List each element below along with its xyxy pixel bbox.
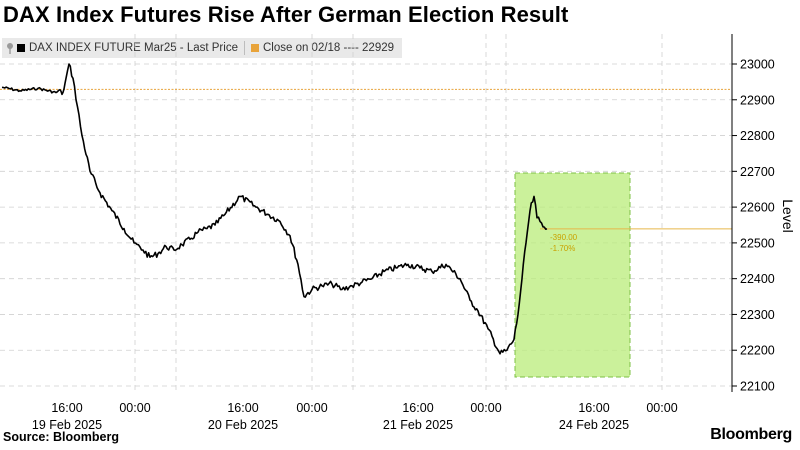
x-tick-label: 00:00 <box>646 401 677 415</box>
y-tick-label: 22100 <box>740 380 775 394</box>
x-tick-label: 00:00 <box>296 401 327 415</box>
legend-series-label: DAX INDEX FUTURE Mar25 - Last Price <box>29 42 238 54</box>
x-tick-label: 16:00 <box>402 401 433 415</box>
y-tick-label: 23000 <box>740 58 775 72</box>
y-axis-label: Level <box>780 199 796 232</box>
y-axis-ticks: 22100 22200 22300 22400 22500 22600 22700 22800… <box>732 58 775 394</box>
y-tick-label: 22800 <box>740 129 775 143</box>
chart-title: DAX Index Futures Rise After German Elec… <box>3 2 569 27</box>
legend-swatch-reference <box>250 44 259 52</box>
legend-swatch-series <box>17 44 25 52</box>
grid <box>0 34 732 392</box>
y-tick-label: 22200 <box>740 344 775 358</box>
x-tick-label: 16:00 <box>227 401 258 415</box>
series-line <box>1 63 548 355</box>
legend-item-reference: Close on 02/18 ---- 22929 <box>250 42 395 54</box>
pin-icon[interactable] <box>6 42 14 54</box>
annotation-change: -390.00 <box>550 233 578 242</box>
x-tick-date: 19 Feb 2025 <box>32 418 102 432</box>
bloomberg-logo: Bloomberg <box>710 426 792 443</box>
y-tick-label: 22300 <box>740 308 775 322</box>
x-axis-ticks: 16:00 19 Feb 2025 00:00 16:00 20 Feb 2025 00:… <box>32 401 678 432</box>
x-tick-date: 21 Feb 2025 <box>383 418 453 432</box>
y-tick-label: 22700 <box>740 165 775 179</box>
highlight-box <box>514 172 631 378</box>
legend-divider <box>243 41 245 55</box>
legend: DAX INDEX FUTURE Mar25 - Last Price Clos… <box>2 38 403 58</box>
y-tick-label: 22400 <box>740 272 775 286</box>
x-tick-label: 16:00 <box>578 401 609 415</box>
x-tick-label: 00:00 <box>470 401 501 415</box>
x-tick-date: 20 Feb 2025 <box>208 418 278 432</box>
x-tick-label: 00:00 <box>119 401 150 415</box>
legend-item-series: DAX INDEX FUTURE Mar25 - Last Price <box>17 42 238 54</box>
x-tick-date: 24 Feb 2025 <box>559 418 629 432</box>
source-note: Source: Bloomberg <box>3 430 119 444</box>
legend-reference-label: Close on 02/18 ---- 22929 <box>262 42 395 54</box>
y-tick-label: 22900 <box>740 93 775 107</box>
annotation-change-pct: -1.70% <box>550 244 575 253</box>
y-tick-label: 22500 <box>740 236 775 250</box>
x-tick-label: 16:00 <box>51 401 82 415</box>
y-tick-label: 22600 <box>740 201 775 215</box>
